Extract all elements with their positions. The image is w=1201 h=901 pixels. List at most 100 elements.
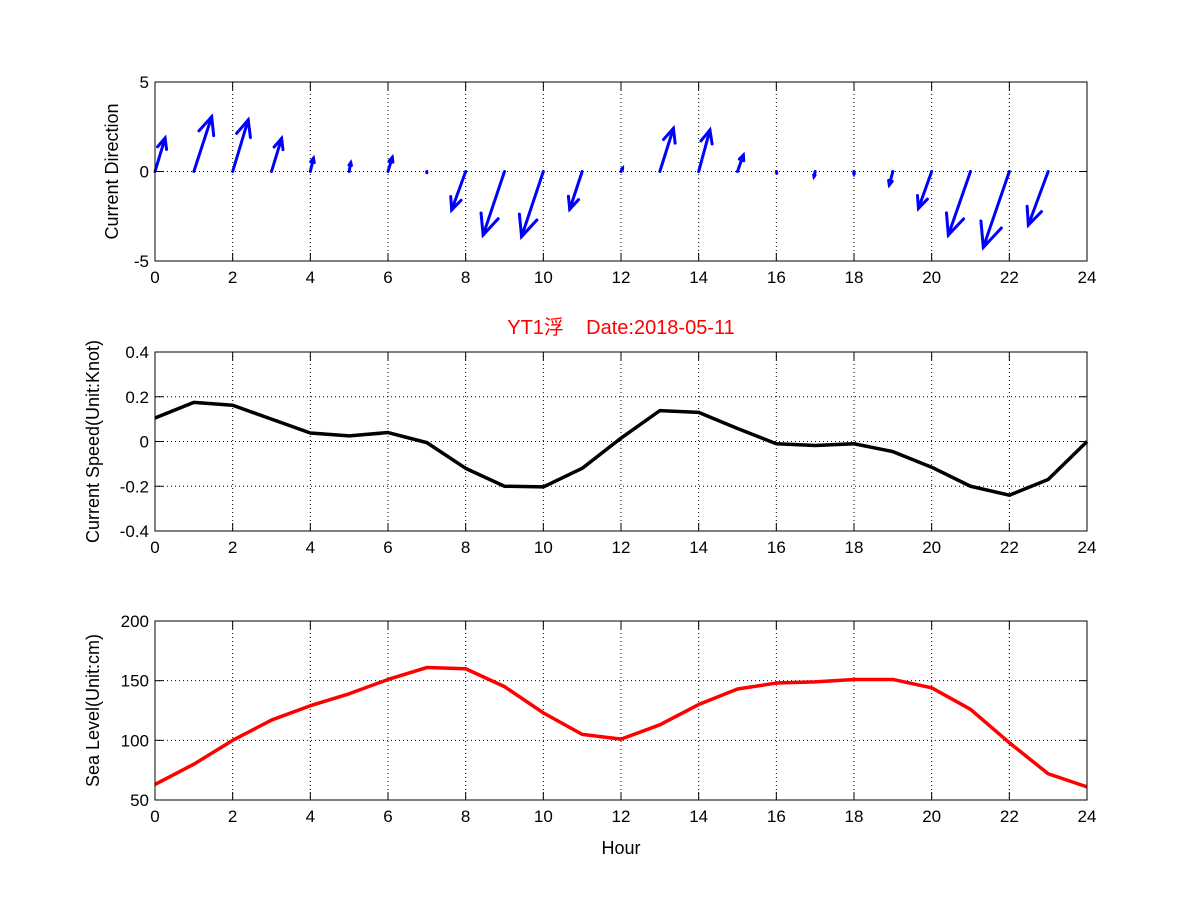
y-tick-label: -0.2 — [120, 477, 149, 496]
quiver-arrow — [308, 154, 316, 173]
quiver-arrow — [192, 113, 216, 173]
quiver-arrow — [619, 164, 625, 173]
arrow-shaft — [520, 170, 545, 239]
arrow-head — [887, 178, 894, 189]
x-tick-label: 22 — [1000, 807, 1019, 826]
x-tick-label: 0 — [150, 538, 159, 557]
x-tick-label: 20 — [922, 538, 941, 557]
x-tick-label: 24 — [1078, 807, 1097, 826]
y-tick-label: 200 — [121, 612, 149, 631]
arrow-head — [272, 134, 285, 152]
arrow-head — [662, 124, 677, 145]
x-axis-label: Hour — [601, 838, 640, 858]
x-tick-label: 16 — [767, 538, 786, 557]
arrow-shaft — [658, 126, 675, 173]
arrow-head — [479, 211, 500, 239]
quiver-arrow — [270, 134, 285, 173]
arrow-shaft — [916, 170, 934, 210]
x-tick-label: 0 — [150, 268, 159, 287]
arrow-head — [979, 219, 1003, 251]
arrow-head — [620, 164, 625, 171]
arrow-head — [197, 113, 216, 138]
arrow-shaft — [981, 170, 1011, 249]
quiver-arrow — [736, 151, 746, 173]
y-tick-label: 0.2 — [125, 388, 149, 407]
x-tick-label: 24 — [1078, 538, 1097, 557]
quiver-arrow — [887, 170, 895, 189]
y-tick-label: 150 — [121, 672, 149, 691]
x-tick-label: 20 — [922, 268, 941, 287]
quiver-arrow — [449, 170, 468, 214]
arrow-shaft — [946, 170, 972, 237]
y-tick-label: -5 — [134, 252, 149, 271]
y-tick-label: 0.4 — [125, 343, 149, 362]
x-tick-label: 4 — [306, 807, 315, 826]
quiver-arrow — [658, 124, 677, 173]
arrow-shaft — [231, 118, 250, 173]
quiver-arrow — [812, 170, 817, 181]
y-tick-label: 100 — [121, 731, 149, 750]
arrow-head — [944, 211, 966, 239]
arrow-head — [449, 195, 463, 214]
x-tick-label: 6 — [383, 538, 392, 557]
y-axis-label: Sea Level(Unit:cm) — [83, 634, 103, 787]
chart-title: YT1浮 Date:2018-05-11 — [507, 316, 735, 339]
y-axis-label: Current Direction — [102, 103, 122, 239]
quiver-arrow — [231, 116, 252, 173]
x-tick-label: 24 — [1078, 268, 1097, 287]
x-tick-label: 22 — [1000, 538, 1019, 557]
arrow-head — [517, 212, 539, 241]
x-tick-label: 12 — [612, 807, 631, 826]
x-tick-label: 22 — [1000, 268, 1019, 287]
arrow-shaft — [481, 170, 506, 237]
quiver-arrow — [852, 170, 856, 178]
x-tick-label: 6 — [383, 268, 392, 287]
x-tick-label: 14 — [689, 807, 708, 826]
arrow-shaft — [697, 128, 712, 173]
x-tick-label: 4 — [306, 538, 315, 557]
x-tick-label: 12 — [612, 538, 631, 557]
quiver-arrow — [479, 170, 506, 239]
arrow-head — [156, 134, 169, 151]
x-tick-label: 2 — [228, 807, 237, 826]
quiver-arrow — [979, 170, 1011, 251]
x-tick-label: 14 — [689, 538, 708, 557]
arrow-head — [737, 151, 746, 163]
y-tick-label: 0 — [140, 163, 149, 182]
x-tick-label: 0 — [150, 807, 159, 826]
x-tick-label: 8 — [461, 268, 470, 287]
x-tick-label: 18 — [845, 268, 864, 287]
y-tick-label: 5 — [140, 73, 149, 92]
x-tick-label: 14 — [689, 268, 708, 287]
arrow-shaft — [270, 136, 284, 173]
x-tick-label: 10 — [534, 538, 553, 557]
arrow-head — [566, 194, 581, 213]
arrow-head — [812, 173, 817, 181]
arrow-head — [235, 116, 252, 140]
speed-axes: 0 2 4 6 8 10 12 14 16 18 20 22 24-0.4-0.200.20.4Curr… — [83, 340, 1096, 557]
arrow-shaft — [153, 136, 167, 173]
x-tick-label: 8 — [461, 807, 470, 826]
y-tick-label: 0 — [140, 433, 149, 452]
arrow-head — [309, 154, 316, 165]
y-tick-label: -0.4 — [120, 522, 149, 541]
arrow-head — [387, 153, 395, 164]
x-tick-label: 2 — [228, 268, 237, 287]
x-tick-label: 18 — [845, 538, 864, 557]
y-tick-label: 50 — [130, 791, 149, 810]
arrow-shaft — [192, 115, 214, 173]
y-axis-label: Current Speed(Unit:Knot) — [83, 340, 103, 543]
quiver-arrow — [697, 126, 714, 173]
x-tick-label: 10 — [534, 268, 553, 287]
x-tick-label: 12 — [612, 268, 631, 287]
quiver-arrow — [386, 153, 395, 173]
arrow-head — [699, 126, 714, 146]
quiver-arrow — [347, 159, 353, 173]
x-tick-label: 16 — [767, 807, 786, 826]
arrow-head — [347, 159, 353, 168]
quiver-arrow — [517, 170, 545, 241]
x-tick-label: 6 — [383, 807, 392, 826]
x-tick-label: 18 — [845, 807, 864, 826]
